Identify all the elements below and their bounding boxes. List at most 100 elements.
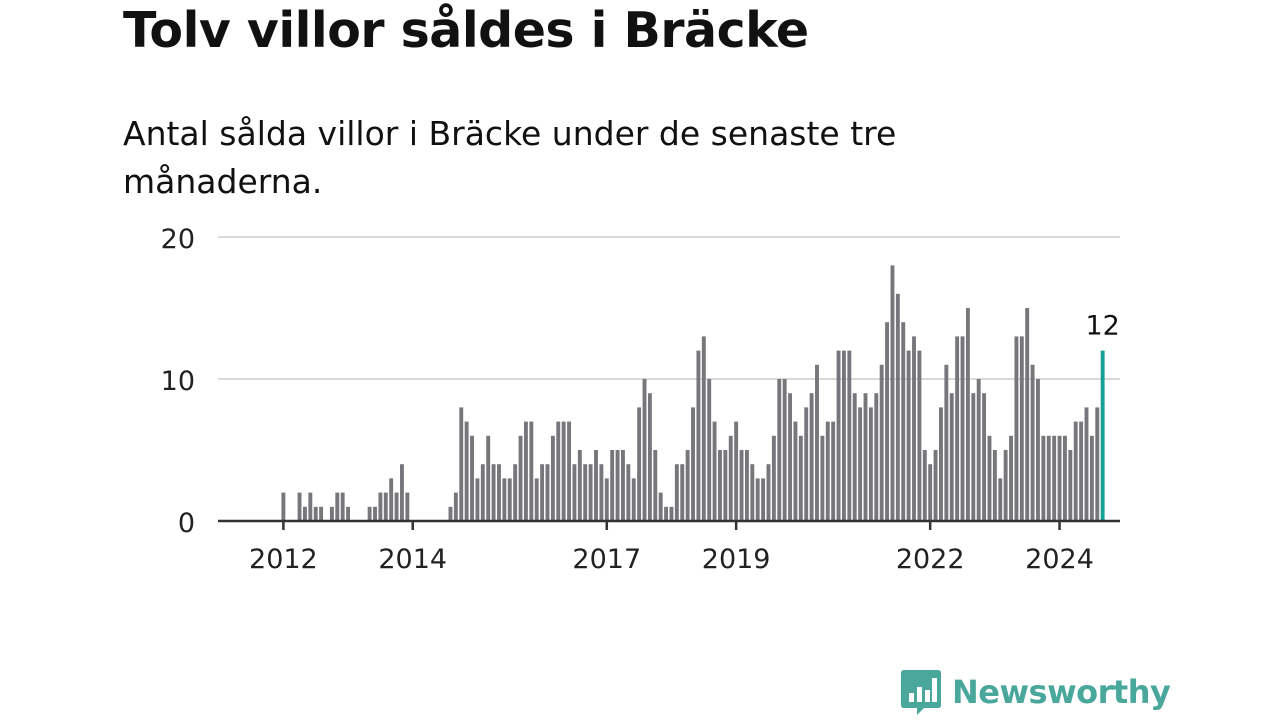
bar [901, 322, 906, 521]
bar [567, 421, 571, 521]
bar [949, 393, 954, 521]
bar [1062, 435, 1067, 521]
bar [1052, 435, 1057, 521]
bar [1084, 407, 1089, 521]
bar [669, 506, 674, 521]
bar [453, 492, 458, 521]
bar [836, 350, 841, 521]
x-axis [218, 519, 1120, 530]
bar [540, 464, 545, 521]
bar [405, 492, 410, 521]
bar [486, 435, 491, 521]
bar [906, 350, 911, 521]
x-tick-label: 2017 [572, 544, 641, 575]
bar [507, 478, 512, 521]
bar [1036, 379, 1040, 521]
x-tick-label: 2014 [378, 544, 447, 575]
bar [1089, 435, 1094, 521]
bar [701, 336, 706, 521]
bar [890, 265, 895, 521]
bar [928, 464, 933, 521]
bar [804, 407, 809, 521]
bar [615, 450, 620, 521]
bar [297, 492, 302, 521]
bar [329, 506, 334, 521]
brand-logo: Newsworthy [900, 668, 1171, 716]
bar [718, 450, 722, 521]
bar [1068, 450, 1073, 521]
bar [523, 421, 528, 521]
gridlines [218, 236, 1120, 380]
bar [497, 464, 501, 521]
x-tick-label: 2019 [702, 544, 771, 575]
bar [513, 464, 518, 521]
bar [610, 450, 615, 521]
bar [825, 421, 830, 521]
bar [346, 506, 351, 521]
bar [653, 450, 658, 521]
bar [868, 407, 873, 521]
highlight-bar [1100, 350, 1105, 521]
y-tick-label: 10 [161, 366, 195, 397]
bar [604, 478, 609, 521]
bar [491, 464, 496, 521]
chart-subtitle: Antal sålda villor i Bräcke under de sen… [123, 114, 897, 201]
bar [971, 393, 976, 521]
bar [858, 407, 863, 521]
bar [744, 450, 749, 521]
bar [480, 464, 485, 521]
bar [917, 350, 922, 521]
bar [319, 506, 324, 521]
bar [621, 450, 625, 521]
x-tick-label: 2024 [1025, 544, 1094, 575]
bar [529, 421, 534, 521]
bar [750, 464, 755, 521]
bar [647, 393, 652, 521]
bar [518, 435, 523, 521]
bar [712, 421, 717, 521]
chart-title: Tolv villor såldes i Bräcke [123, 2, 809, 59]
bar [976, 379, 981, 521]
bar [847, 350, 852, 521]
bar [1030, 364, 1035, 521]
bar [831, 421, 836, 521]
bar [1041, 435, 1046, 521]
bar [734, 421, 739, 521]
bar [448, 506, 453, 521]
bar [912, 336, 916, 521]
bar [987, 435, 992, 521]
bar [599, 464, 604, 521]
bar [1073, 421, 1078, 521]
bar [788, 393, 792, 521]
bar [766, 464, 771, 521]
bar [755, 478, 760, 521]
bar [965, 308, 970, 521]
bar [335, 492, 340, 521]
bar [922, 450, 927, 521]
y-tick-label: 20 [161, 224, 195, 255]
bar [572, 464, 577, 521]
bar [955, 336, 960, 521]
bar [1019, 336, 1024, 521]
bar [534, 478, 539, 521]
bar [459, 407, 464, 521]
bar [815, 364, 819, 521]
bar [658, 492, 663, 521]
bar [696, 350, 701, 521]
bar [588, 464, 593, 521]
bar [691, 407, 695, 521]
bar [1009, 435, 1013, 521]
bar [642, 379, 647, 521]
bar [502, 478, 507, 521]
bar [998, 478, 1003, 521]
bar [863, 393, 868, 521]
bar [841, 350, 846, 521]
bar [1025, 308, 1030, 521]
y-tick-label: 0 [178, 508, 195, 539]
bar [281, 492, 286, 521]
bar [728, 435, 733, 521]
bar [583, 464, 588, 521]
bar [960, 336, 965, 521]
